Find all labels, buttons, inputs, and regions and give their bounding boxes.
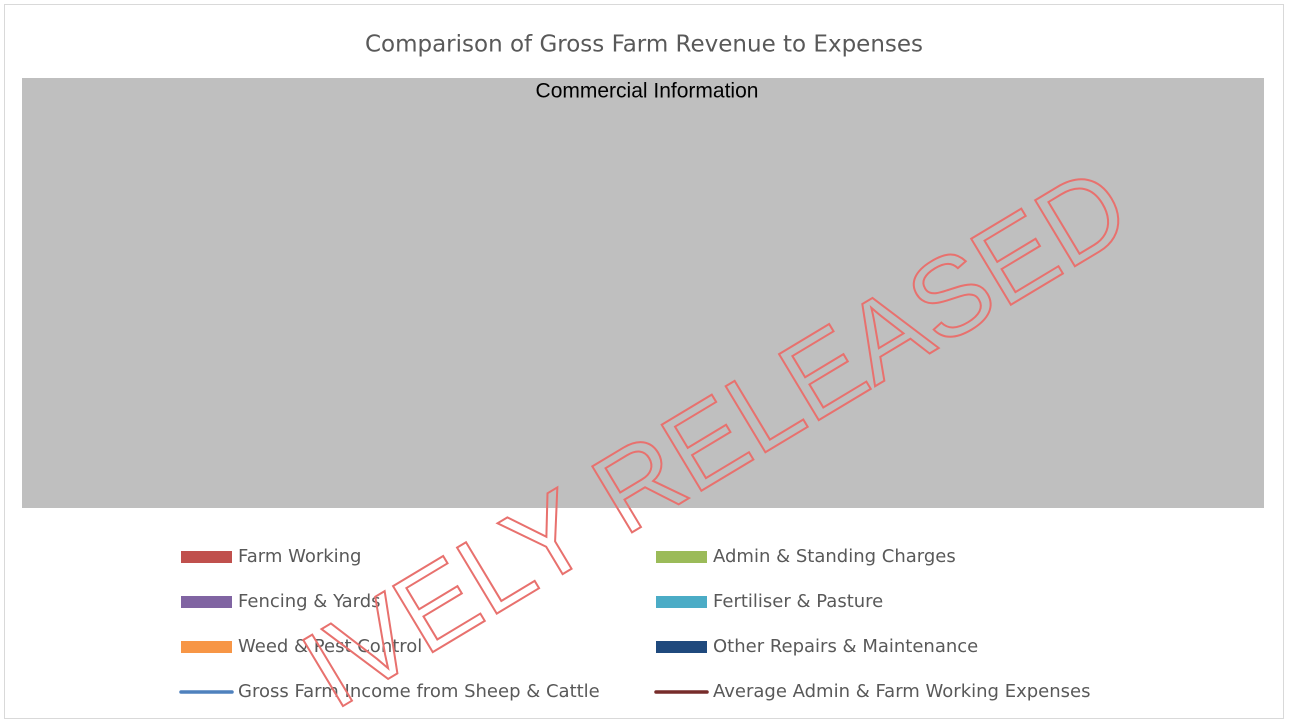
legend-swatch (656, 596, 707, 608)
legend-label: Admin & Standing Charges (713, 546, 956, 567)
chart-title: Comparison of Gross Farm Revenue to Expe… (365, 32, 923, 58)
legend-swatch (656, 551, 707, 563)
legend-swatch (656, 641, 707, 653)
annotation: Commercial Information (536, 80, 759, 103)
legend-swatch (181, 596, 232, 608)
legend-swatch (181, 551, 232, 563)
legend-label: Fencing & Yards (238, 591, 381, 612)
legend-label: Farm Working (238, 546, 362, 567)
legend-label: Fertiliser & Pasture (713, 591, 883, 612)
legend-label: Gross Farm Income from Sheep & Cattle (238, 681, 600, 702)
legend-swatch (181, 641, 232, 653)
legend-label: Other Repairs & Maintenance (713, 636, 978, 657)
redaction-box (22, 78, 1264, 508)
legend-label: Average Admin & Farm Working Expenses (713, 681, 1090, 702)
legend: Farm Working Admin & Standing Charges Fenc… (179, 546, 1090, 702)
legend-label: Weed & Pest Control (238, 636, 422, 657)
